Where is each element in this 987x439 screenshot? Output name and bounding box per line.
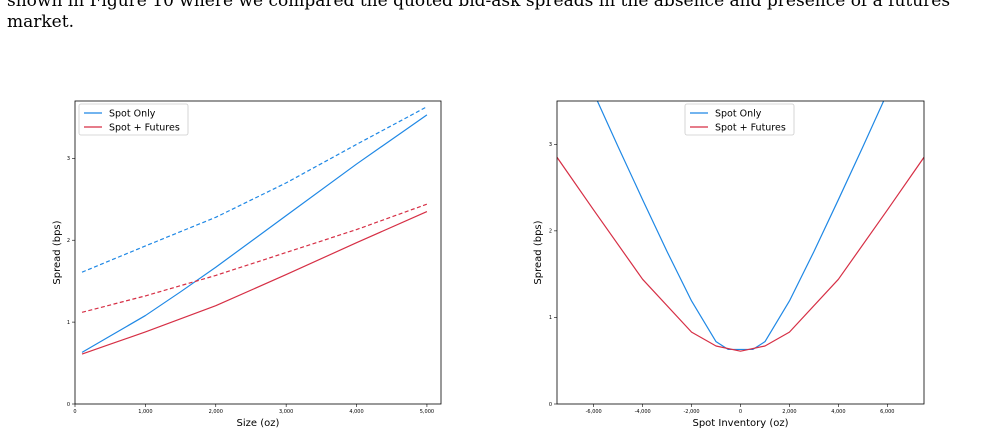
x-tick-label: 2,000	[209, 409, 223, 415]
x-tick-label: 1,000	[138, 409, 152, 415]
series-line-1-spot-only	[596, 101, 885, 351]
y-tick-label: 3	[67, 156, 70, 162]
legend-label: Spot Only	[109, 109, 156, 120]
body-text-line-2: market.	[7, 12, 74, 32]
x-axis-label: Size (oz)	[237, 418, 280, 429]
x-tick-label: 6,000	[880, 409, 894, 415]
x-axis-label: Spot Inventory (oz)	[692, 418, 788, 429]
series-line-1-spot-only	[81, 114, 428, 353]
legend: Spot Only Spot + Futures	[684, 103, 795, 136]
legend-label: Spot + Futures	[109, 123, 180, 134]
x-tick-label: 0	[73, 409, 76, 415]
legend: Spot Only Spot + Futures	[78, 103, 189, 136]
chart-1: 0 1,000 2,000 3,000 4,000 5,000 0 1 2 3 Size (oz) S…	[52, 100, 442, 429]
y-tick-label: 3	[549, 142, 552, 148]
series-line-4-spot-futures	[81, 203, 428, 313]
plot-area	[81, 106, 428, 355]
y-tick-label: 0	[549, 402, 552, 408]
y-tick-label: 2	[67, 238, 70, 244]
x-tick-label: 2,000	[782, 409, 796, 415]
y-tick-label: 1	[67, 320, 70, 326]
x-tick-label: -6,000	[586, 409, 602, 415]
series-line-2-spot-futures	[557, 156, 924, 352]
legend-box	[684, 103, 795, 136]
y-axis-label: Spread (bps)	[533, 220, 544, 284]
series-line-2-spot-only	[81, 106, 428, 273]
legend-label: Spot + Futures	[715, 123, 786, 134]
chart-2: -6,000 -4,000 -2,000 0 2,000 4,000 6,000 0 1 2 3 Sp…	[533, 100, 925, 429]
y-tick-label: 2	[549, 229, 552, 235]
body-text-line-1: shown in Figure 10 where we compared the…	[7, 0, 951, 11]
plot-frame	[556, 100, 925, 405]
y-tick-label: 1	[549, 315, 552, 321]
plot-area	[557, 101, 924, 352]
legend-box	[78, 103, 189, 136]
x-tick-label: 0	[739, 409, 742, 415]
x-tick-label: 4,000	[831, 409, 845, 415]
series-line-3-spot-futures	[81, 211, 428, 355]
y-tick-label: 0	[67, 402, 70, 408]
x-tick-label: -4,000	[635, 409, 651, 415]
plot-frame	[74, 100, 442, 405]
x-tick-label: 3,000	[279, 409, 293, 415]
x-tick-label: 5,000	[420, 409, 434, 415]
x-tick-label: 4,000	[349, 409, 363, 415]
legend-label: Spot Only	[715, 109, 762, 120]
x-tick-label: -2,000	[684, 409, 700, 415]
y-axis-label: Spread (bps)	[52, 220, 63, 284]
